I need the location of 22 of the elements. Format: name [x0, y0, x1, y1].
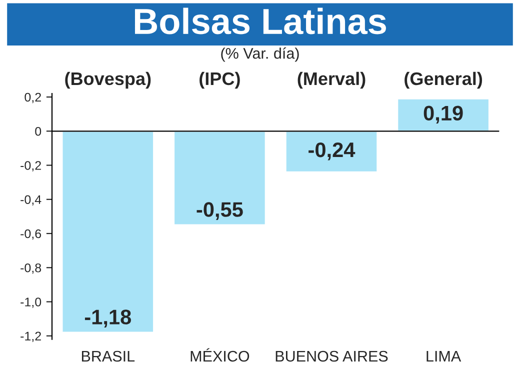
- y-tick-label: 0: [35, 126, 42, 136]
- data-label: -1,18: [84, 310, 132, 328]
- y-tick-label: -1,2: [20, 332, 41, 342]
- y-tick-label: -0,8: [20, 263, 42, 274]
- y-tick-label: -0,4: [20, 195, 42, 206]
- x-tick-label: LIMA: [426, 350, 462, 362]
- chart-subtitle: (% Var. día): [221, 47, 299, 62]
- text: (Merval): [298, 72, 366, 89]
- text: (General): [404, 72, 482, 89]
- text: (Bovespa): [65, 72, 151, 89]
- x-tick-label: BRASIL: [82, 350, 135, 362]
- y-tick-label: -0,6: [20, 229, 42, 240]
- data-label: 0,19: [424, 106, 463, 124]
- y-tick-label: 0,2: [24, 92, 41, 104]
- x-tick-label: MÉXICO: [190, 348, 250, 362]
- data-label: -0,24: [308, 142, 356, 160]
- x-tick-label: BUENOS AIRES: [276, 350, 388, 362]
- y-tick-label: -1,0: [20, 298, 42, 308]
- data-label: -0,55: [196, 202, 243, 220]
- chart-title: Bolsas Latinas: [134, 8, 386, 34]
- y-tick-label: -0,2: [20, 161, 41, 172]
- text: (IPC): [200, 72, 240, 89]
